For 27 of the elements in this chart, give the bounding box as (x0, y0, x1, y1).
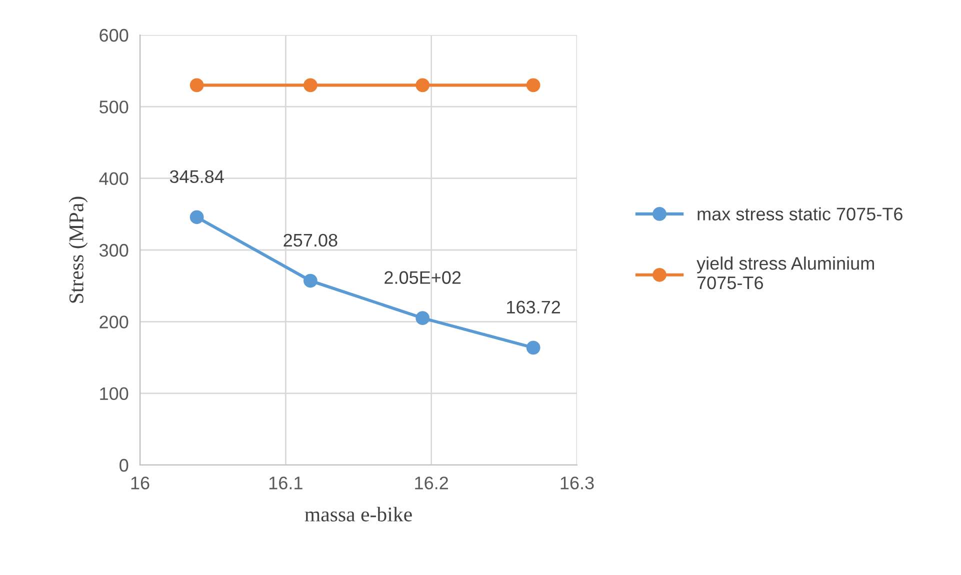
point (190, 210, 204, 224)
y-tick-label: 500 (99, 100, 128, 114)
legend-label: max stress static 7075-T6 (698, 207, 902, 220)
y-tick-label: 0 (120, 458, 128, 472)
point (526, 78, 540, 92)
y-axis-title: Stress (MPa) (68, 196, 88, 303)
data-label: 2.05E+02 (384, 271, 461, 284)
x-tick-label: 16.1 (269, 476, 302, 490)
y-tick-label: 600 (100, 28, 128, 42)
x-tick-label: 16.3 (560, 476, 594, 490)
y-tick-label: 100 (100, 387, 128, 400)
point (526, 340, 540, 355)
data-label: 163.72 (507, 300, 560, 314)
x-tick-label: 16 (131, 476, 150, 490)
y-tick-label: 400 (99, 172, 128, 186)
data-label: 257.08 (284, 234, 338, 247)
y-tick-label: 200 (100, 316, 128, 328)
point (190, 78, 204, 92)
y-tick-label: 300 (99, 244, 128, 257)
x-tick-label: 16.2 (415, 476, 448, 490)
point (303, 78, 318, 92)
data-label: 345.84 (170, 170, 224, 184)
legend-label: yield stress Aluminium 7075-T6 (696, 256, 874, 290)
point (416, 311, 430, 326)
point (416, 78, 430, 92)
point (303, 274, 318, 288)
x-axis-title: massa e-bike (304, 506, 412, 522)
